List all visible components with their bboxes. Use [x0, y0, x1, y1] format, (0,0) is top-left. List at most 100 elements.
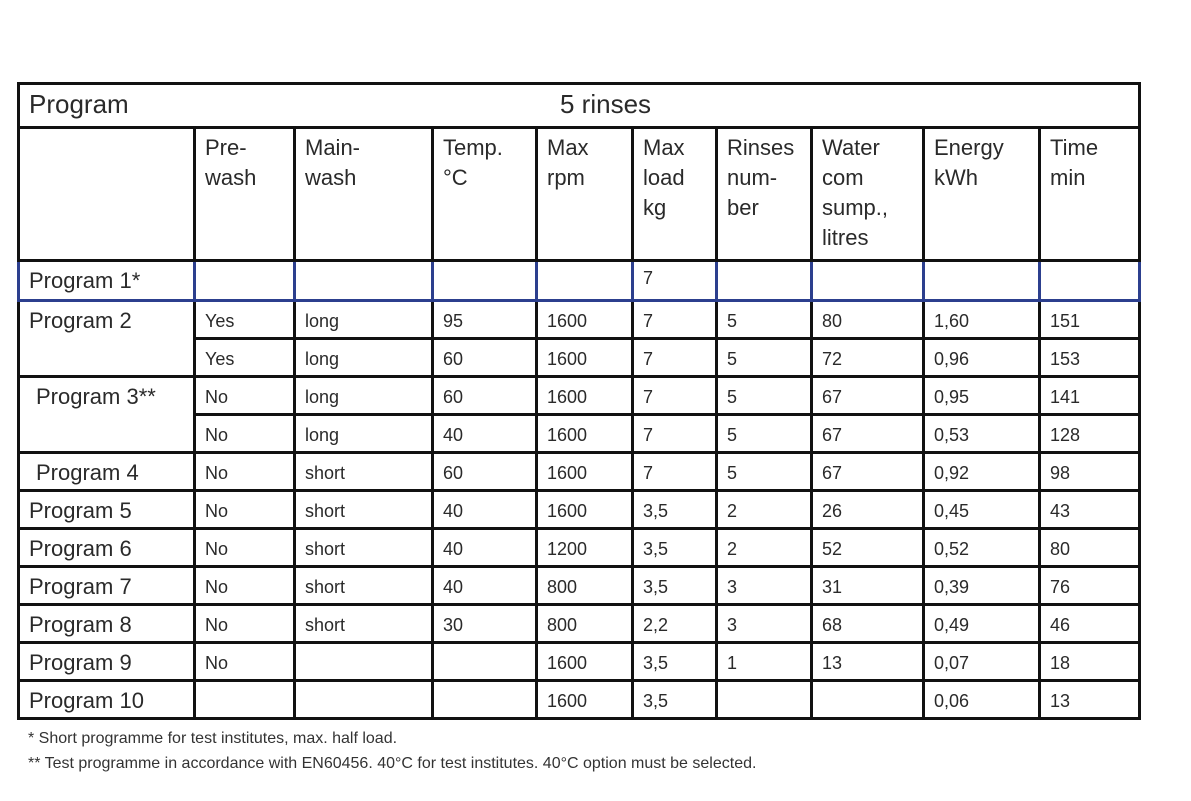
table-cell — [535, 259, 634, 302]
table-cell: 1600 — [535, 679, 634, 720]
table-cell: 0,52 — [922, 527, 1041, 568]
table-cell: No — [193, 489, 296, 530]
table-cell: 3,5 — [631, 679, 718, 720]
table-cell: 1600 — [535, 337, 634, 378]
table-cell: 2 — [715, 489, 813, 530]
table-cell: 1600 — [535, 413, 634, 454]
table-cell: 40 — [431, 489, 538, 530]
table-cell: 2 — [715, 527, 813, 568]
table-cell — [193, 259, 296, 302]
table-cell: 7 — [631, 337, 718, 378]
table-row: Program 4 No short 60 1600 7 5 67 0,92 98 — [17, 451, 1142, 492]
table-cell: 60 — [431, 451, 538, 492]
table-cell: 128 — [1037, 413, 1142, 454]
program-label: Program 9 — [17, 641, 196, 682]
table-cell: 3,5 — [631, 641, 718, 682]
table-cell: 76 — [1037, 565, 1142, 606]
table-cell: 1600 — [535, 375, 634, 416]
program-label: Program 4 — [17, 451, 196, 492]
table-cell: No — [193, 451, 296, 492]
footnote-1: * Short programme for test institutes, m… — [28, 730, 398, 747]
table-cell: 67 — [810, 451, 925, 492]
title-cell: Program 5 rinses — [16, 82, 1142, 129]
column-header: Time min — [1037, 126, 1142, 262]
table-cell — [293, 679, 434, 720]
table-cell: 800 — [535, 603, 634, 644]
program-label: Program 5 — [17, 489, 196, 530]
table-cell: No — [193, 603, 296, 644]
table-cell: 0,95 — [922, 375, 1041, 416]
table-cell: 7 — [631, 375, 718, 416]
table-cell: short — [293, 603, 434, 644]
table-cell: 0,45 — [922, 489, 1041, 530]
table-cell: No — [193, 641, 296, 682]
table-cell: 1600 — [535, 299, 634, 340]
table-cell: No — [193, 527, 296, 568]
table-cell — [293, 641, 434, 682]
table-cell: short — [293, 527, 434, 568]
column-header: Water com sump., litres — [810, 126, 925, 262]
table-row: Program 1* 7 — [17, 259, 1142, 302]
table-wrapper: Program 5 rinses Pre- wash Main- wash Temp… — [16, 82, 1142, 776]
table-cell: 95 — [431, 299, 538, 340]
table-cell — [431, 641, 538, 682]
column-header: Max load kg — [631, 126, 718, 262]
footnotes: * Short programme for test institutes, m… — [17, 726, 1138, 776]
table-cell: No — [193, 565, 296, 606]
table-cell — [922, 259, 1041, 302]
table-cell: 800 — [535, 565, 634, 606]
program-heading: Program — [29, 89, 129, 119]
title-row: Program 5 rinses — [16, 82, 1142, 129]
program-label: Program 1* — [17, 259, 196, 302]
column-header: Max rpm — [535, 126, 634, 262]
column-header: Temp. °C — [431, 126, 538, 262]
table-row: No long 40 1600 7 5 67 0,53 128 — [19, 413, 1142, 454]
table-cell: 151 — [1037, 299, 1142, 340]
table-cell — [293, 259, 434, 302]
table-cell: 5 — [715, 375, 813, 416]
table-cell: 67 — [810, 413, 925, 454]
rinses-heading: 5 rinses — [560, 89, 652, 119]
table-cell: 0,39 — [922, 565, 1041, 606]
table-cell: long — [293, 299, 434, 340]
table-cell: 30 — [431, 603, 538, 644]
table-cell: 2,2 — [631, 603, 718, 644]
table-cell — [810, 679, 925, 720]
table-cell: 72 — [810, 337, 925, 378]
table-cell: long — [293, 337, 434, 378]
table-row: Yes long 60 1600 7 5 72 0,96 153 — [19, 337, 1142, 378]
table-cell: 0,49 — [922, 603, 1041, 644]
column-header: Rinses num- ber — [715, 126, 813, 262]
footnote-2: ** Test programme in accordance with EN6… — [28, 755, 757, 772]
table-cell: short — [293, 565, 434, 606]
table-cell: 40 — [431, 413, 538, 454]
table-cell: 98 — [1037, 451, 1142, 492]
table-row: Program 10 1600 3,5 0,06 13 — [17, 679, 1142, 720]
column-header: Energy kWh — [922, 126, 1041, 262]
table-cell: 1600 — [535, 451, 634, 492]
table-cell: 3 — [715, 565, 813, 606]
program-label: Program 2 — [17, 299, 196, 378]
table-row: Program 5 No short 40 1600 3,5 2 26 0,45 43 — [17, 489, 1142, 530]
column-header: Pre- wash — [193, 126, 296, 262]
table-cell — [1037, 259, 1142, 302]
table-cell: 0,96 — [922, 337, 1041, 378]
table-row: Program 7 No short 40 800 3,5 3 31 0,39 76 — [17, 565, 1142, 606]
table-cell: No — [193, 413, 296, 454]
table-cell: long — [293, 375, 434, 416]
table-cell: 43 — [1037, 489, 1142, 530]
table-cell — [715, 679, 813, 720]
table-cell: 0,07 — [922, 641, 1041, 682]
table-cell: 5 — [715, 451, 813, 492]
table-cell: 26 — [810, 489, 925, 530]
table-cell: 7 — [631, 259, 718, 302]
table-cell: short — [293, 489, 434, 530]
table-cell: 80 — [1037, 527, 1142, 568]
program-label: Program 8 — [17, 603, 196, 644]
table-cell: 1600 — [535, 489, 634, 530]
table-cell: 80 — [810, 299, 925, 340]
table-cell: 3,5 — [631, 565, 718, 606]
table-cell: 46 — [1037, 603, 1142, 644]
table-cell: 0,53 — [922, 413, 1041, 454]
table-cell: 67 — [810, 375, 925, 416]
